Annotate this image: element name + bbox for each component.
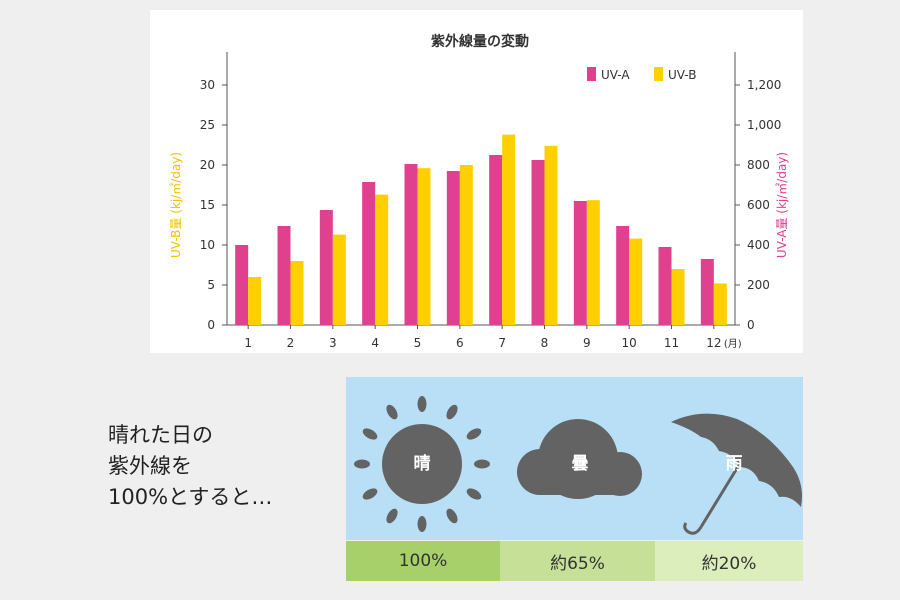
- uvb-bar: [502, 134, 516, 325]
- uvb-bar: [629, 238, 643, 325]
- sun-ray: [446, 508, 458, 524]
- x-tick-label: 2: [287, 336, 295, 350]
- x-tick-label: 5: [414, 336, 422, 350]
- uva-bar: [658, 247, 672, 325]
- legend-uva-label: UV-A: [601, 68, 630, 82]
- x-unit-label: (月): [724, 338, 742, 350]
- uva-bar: [616, 226, 630, 325]
- cloudy-figure: 曇: [517, 419, 642, 499]
- percentage-row: 100% 約65% 約20%: [346, 541, 803, 581]
- sun-ray: [446, 404, 458, 420]
- sun-ray: [386, 404, 398, 420]
- uva-bar: [489, 155, 503, 325]
- cloud-base: [528, 470, 632, 495]
- y-axis-label-left: UV-B量 (kj/㎡/day): [169, 152, 183, 258]
- uvb-bar: [417, 168, 431, 325]
- left-tick-label: 15: [200, 198, 215, 212]
- right-tick-label: 400: [747, 238, 770, 252]
- uvb-bar: [713, 283, 727, 325]
- caption-line-1: 晴れた日の: [108, 423, 213, 447]
- uvb-bar: [375, 194, 389, 325]
- caption: 晴れた日の 紫外線を 100%とすると…: [108, 420, 338, 513]
- sun-disc: [382, 424, 462, 504]
- uv-bar-chart: 紫外線量の変動05101520253002004006008001,0001,2…: [169, 33, 789, 350]
- umbrella-handle: [683, 522, 703, 535]
- uva-bar: [362, 182, 376, 325]
- uva-bar: [277, 226, 291, 325]
- uva-bar: [404, 164, 418, 325]
- left-tick-label: 5: [207, 278, 215, 292]
- x-tick-label: 3: [329, 336, 337, 350]
- cloud-icon: [517, 419, 642, 499]
- sunny-percent: 100%: [346, 541, 500, 581]
- uvb-bar: [332, 234, 346, 325]
- weather-panel: 晴 曇 雨: [346, 377, 803, 540]
- sun-ray: [474, 459, 490, 469]
- right-tick-label: 200: [747, 278, 770, 292]
- right-tick-label: 1,200: [747, 78, 781, 92]
- x-tick-label: 8: [541, 336, 549, 350]
- uva-bar: [446, 171, 460, 325]
- x-tick-label: 6: [456, 336, 464, 350]
- sun-ray: [386, 508, 398, 524]
- right-tick-label: 600: [747, 198, 770, 212]
- x-tick-label: 12: [706, 336, 721, 350]
- uva-bar: [700, 259, 714, 325]
- uvb-bar: [671, 269, 685, 325]
- sun-ray: [466, 428, 482, 440]
- cloudy-percent: 約65%: [500, 541, 655, 581]
- sun-icon: [354, 396, 490, 532]
- x-tick-label: 10: [622, 336, 637, 350]
- uvb-bar: [248, 277, 262, 325]
- sun-ray: [354, 459, 370, 469]
- uva-bar: [319, 210, 333, 325]
- legend-uvb-swatch: [654, 67, 663, 81]
- uvb-bar: [544, 145, 558, 325]
- x-tick-label: 11: [664, 336, 679, 350]
- sun-ray: [362, 428, 378, 440]
- uvb-bar: [290, 261, 304, 325]
- uva-bar: [531, 160, 545, 325]
- rainy-percent: 約20%: [655, 541, 803, 581]
- uvb-bar: [586, 200, 600, 325]
- sun-ray: [362, 488, 378, 500]
- chart-panel: 紫外線量の変動 0 5 10 15 20 25 30 0 200 400 600 800 1,000 1,2…: [150, 10, 803, 353]
- right-tick-label: 800: [747, 158, 770, 172]
- rainy-figure: 雨: [671, 413, 802, 535]
- sun-ray: [466, 488, 482, 500]
- umbrella-shaft: [699, 464, 741, 528]
- legend-uvb-label: UV-B: [668, 68, 696, 82]
- left-tick-label: 10: [200, 238, 215, 252]
- left-tick-label: 25: [200, 118, 215, 132]
- uvb-bar: [459, 165, 473, 325]
- uva-bar: [235, 245, 249, 325]
- cloudy-label: 曇: [572, 454, 589, 474]
- umbrella-icon: [671, 413, 802, 535]
- x-tick-label: 7: [498, 336, 506, 350]
- uva-bar: [573, 201, 587, 325]
- sunny-figure: 晴: [354, 396, 490, 532]
- right-tick-label: 0: [747, 318, 755, 332]
- y-axis-label-right: UV-A量 (kj/㎡/day): [775, 152, 789, 258]
- sun-ray: [417, 516, 427, 532]
- caption-line-2: 紫外線を: [108, 454, 192, 478]
- left-tick-label: 30: [200, 78, 215, 92]
- umbrella-canopy: [671, 413, 802, 507]
- x-tick-label: 1: [244, 336, 252, 350]
- left-tick-label: 20: [200, 158, 215, 172]
- sunny-label: 晴: [414, 454, 431, 474]
- sun-ray: [417, 396, 427, 412]
- x-tick-label: 4: [371, 336, 379, 350]
- x-tick-label: 9: [583, 336, 591, 350]
- left-tick-label: 0: [207, 318, 215, 332]
- right-tick-label: 1,000: [747, 118, 781, 132]
- rainy-label: 雨: [726, 454, 743, 474]
- chart-title: 紫外線量の変動: [431, 33, 529, 50]
- caption-line-3: 100%とすると…: [108, 485, 273, 509]
- legend-uva-swatch: [587, 67, 596, 81]
